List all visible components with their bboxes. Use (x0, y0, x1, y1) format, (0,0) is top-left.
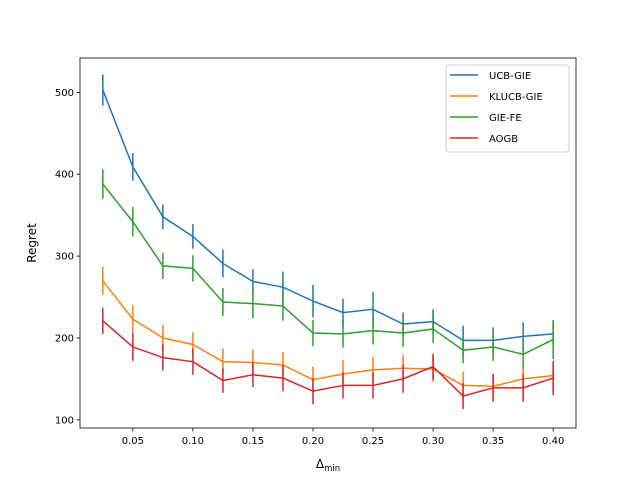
series-line-gie-fe (102, 183, 554, 356)
x-axis-label: Δmin (316, 457, 340, 474)
x-tick-label: 0.20 (302, 436, 324, 447)
plot-frame (79, 57, 577, 429)
legend-label: AOGB (489, 134, 518, 145)
legend-box (445, 64, 570, 153)
series-layer (102, 74, 554, 410)
y-axis-label: Regret (25, 223, 39, 263)
y-tick-label: 400 (55, 170, 74, 181)
x-tick-label: 0.25 (362, 436, 384, 447)
legend-label: GIE-FE (489, 113, 522, 124)
x-axis-label-main: Δ (316, 457, 325, 471)
series-line-klucb-gie (102, 280, 554, 387)
x-axis-ticks: 0.05 0.10 0.15 0.20 0.25 0.30 0.35 0.40 (122, 428, 564, 447)
y-tick-label: 200 (55, 333, 74, 344)
series-line-aogb (102, 320, 554, 397)
series-gie-fe (102, 169, 554, 369)
y-axis-ticks: 100 200 300 400 500 (55, 88, 80, 426)
legend: UCB-GIE KLUCB-GIE GIE-FE AOGB (445, 64, 570, 153)
x-tick-label: 0.15 (242, 436, 264, 447)
x-tick-label: 0.05 (122, 436, 144, 447)
x-tick-label: 0.35 (482, 436, 504, 447)
x-tick-label: 0.10 (182, 436, 204, 447)
x-tick-label: 0.40 (542, 436, 564, 447)
y-tick-label: 300 (55, 252, 74, 263)
legend-label: UCB-GIE (489, 71, 531, 82)
x-tick-label: 0.30 (422, 436, 444, 447)
y-tick-label: 100 (55, 415, 74, 426)
x-axis-label-subscript: min (324, 464, 340, 474)
series-aogb (102, 307, 554, 410)
legend-label: KLUCB-GIE (489, 92, 543, 103)
series-line-ucb-gie (102, 89, 554, 342)
y-tick-label: 500 (55, 88, 74, 99)
